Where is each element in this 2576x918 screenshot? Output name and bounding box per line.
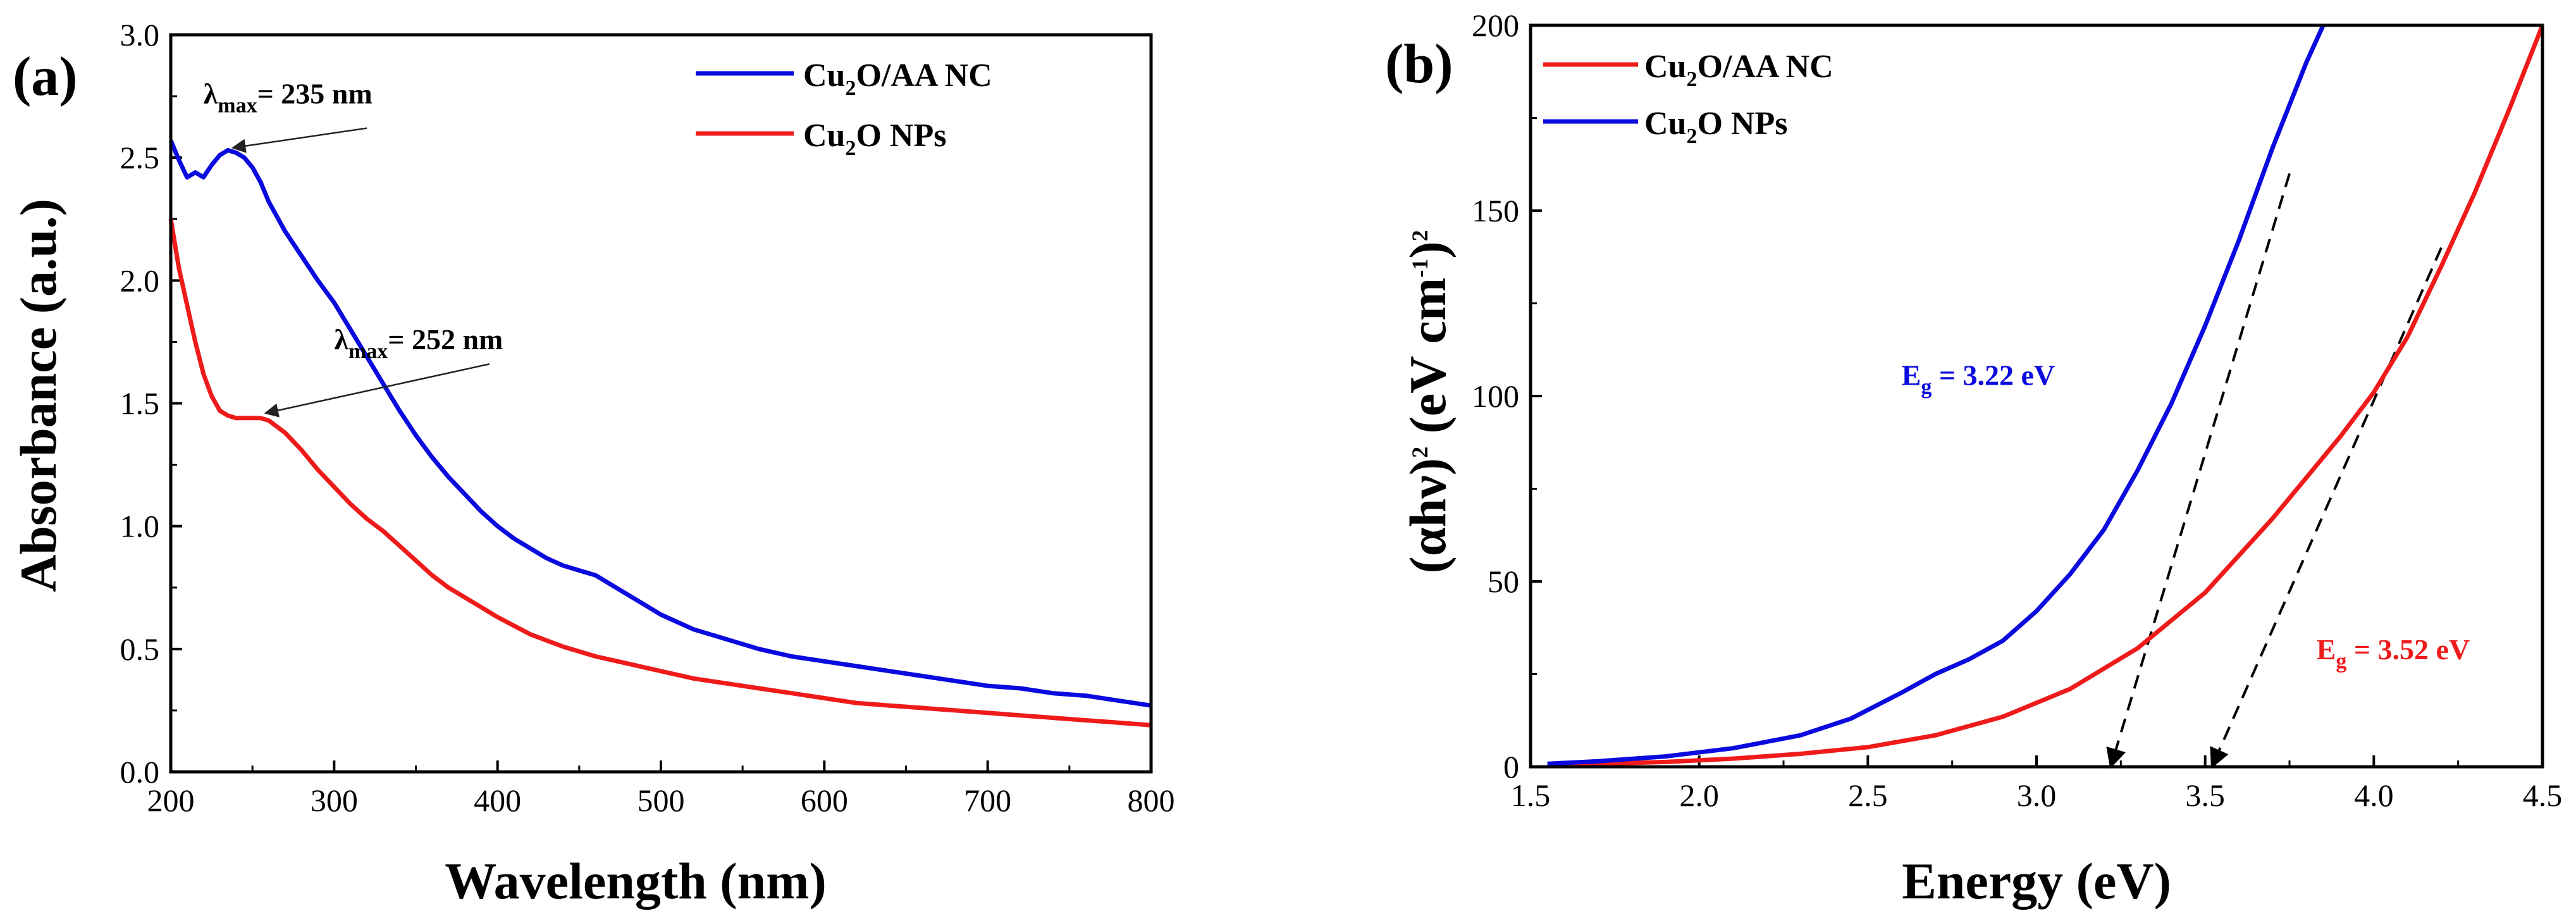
annotation-text-1: Eg = 3.22 eV: [1902, 359, 2055, 399]
panel-b-label: (b): [1385, 34, 1453, 95]
x-tick-label: 300: [311, 783, 358, 818]
x-tick-label: 700: [964, 783, 1011, 818]
panel-a: (a) Absorbance (a.u.) Wavelength (nm) 20…: [9, 17, 1175, 910]
y-tick-label: 50: [1488, 564, 1519, 599]
annotation-arrow-2: [264, 363, 490, 418]
panel-b-plot-frame: [1529, 23, 2544, 769]
legend-a-label-cu2o-nps: Cu2O NPs: [803, 118, 946, 160]
panel-b-fit-lines: [2106, 173, 2443, 769]
x-tick-label: 500: [638, 783, 685, 818]
legend-a-label-cu2o-aa-nc: Cu2O/AA NC: [803, 58, 992, 100]
series-line-cu2o-nps: [1547, 24, 2326, 766]
x-tick-label: 1.5: [1511, 778, 1551, 813]
y-tick-label: 200: [1472, 8, 1519, 43]
panel-a-series: [168, 139, 1152, 728]
series-line-cu2o-nps: [168, 218, 1152, 728]
panel-b-annotations: Eg = 3.22 eV Eg = 3.52 eV: [1902, 359, 2470, 673]
x-tick-label: 200: [147, 783, 195, 818]
x-tick-label: 2.0: [1679, 778, 1719, 813]
y-tick-label: 150: [1472, 193, 1519, 228]
y-tick-label: 0: [1503, 749, 1519, 785]
panel-a-label: (a): [13, 46, 78, 108]
panel-b-x-axis-title: Energy (eV): [1902, 852, 2171, 910]
x-tick-label: 400: [474, 783, 521, 818]
x-tick-label: 800: [1128, 783, 1175, 818]
panel-b: (b) (αhν)2 (eV cm-1)2 Energy (eV) 1.5 2.0…: [1385, 8, 2562, 910]
y-tick-label: 0.5: [120, 631, 160, 667]
x-tick-label: 3.5: [2185, 778, 2225, 813]
legend-b-label-cu2o-aa-nc: Cu2O/AA NC: [1644, 49, 1833, 91]
annotation-text-1: λmax= 235 nm: [204, 78, 373, 118]
panel-a-annotations: λmax= 235 nm λmax= 252 nm: [204, 78, 503, 418]
panel-b-y-axis-title: (αhν)2 (eV cm-1)2: [1399, 230, 1457, 573]
y-tick-label: 2.5: [120, 140, 160, 175]
x-tick-label: 4.0: [2354, 778, 2394, 813]
tangent-fit-line-2: [2210, 247, 2443, 769]
panel-a-plot-frame: [169, 33, 1153, 774]
legend-b-label-cu2o-nps: Cu2O NPs: [1644, 106, 1787, 148]
panel-b-ticks: 1.5 2.0 2.5 3.0 3.5 4.0 4.5 0 50 100 150 200: [1472, 8, 2562, 813]
x-tick-label: 3.0: [2017, 778, 2057, 813]
y-tick-label: 100: [1472, 378, 1519, 414]
panel-b-legend: Cu2O/AA NC Cu2O NPs: [1543, 49, 1833, 148]
annotation-text-2: Eg = 3.52 eV: [2317, 633, 2470, 673]
panel-a-x-axis-title: Wavelength (nm): [445, 852, 827, 910]
y-tick-label: 0.0: [120, 754, 160, 790]
y-tick-label: 3.0: [120, 17, 160, 53]
y-tick-label: 1.0: [120, 509, 160, 544]
annotation-arrow-1: [231, 127, 367, 153]
series-line-cu2o-aa-nc: [1547, 24, 2545, 767]
x-tick-label: 4.5: [2523, 778, 2563, 813]
x-tick-label: 600: [801, 783, 848, 818]
y-tick-label: 1.5: [120, 386, 160, 421]
y-tick-label: 2.0: [120, 263, 160, 298]
panel-a-legend: Cu2O/AA NC Cu2O NPs: [696, 58, 992, 160]
tangent-fit-line-1: [2106, 173, 2291, 769]
x-tick-label: 2.5: [1848, 778, 1888, 813]
panel-b-series: [1547, 24, 2545, 767]
annotation-text-2: λmax= 252 nm: [334, 323, 503, 363]
series-line-cu2o-aa-nc: [168, 139, 1152, 708]
panel-a-y-axis-title: Absorbance (a.u.): [9, 199, 67, 592]
panel-a-ticks: 200 300 400 500 600 700 800 0.0 0.5 1.0 1.5 2.0 2.5 3…: [120, 17, 1175, 818]
